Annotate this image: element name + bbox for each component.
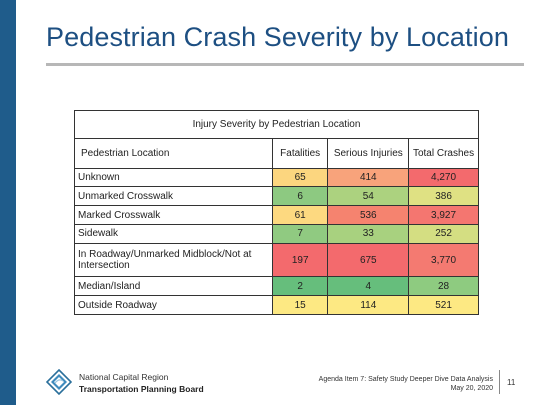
total-crashes-cell: 521 (408, 295, 479, 315)
slide-title: Pedestrian Crash Severity by Location (46, 22, 509, 52)
total-crashes-cell: 252 (408, 224, 479, 244)
table-row: Unknown 65 414 4,270 (74, 167, 479, 188)
location-cell: In Roadway/Unmarked Midblock/Not at Inte… (74, 242, 273, 278)
location-cell: Marked Crosswalk (74, 205, 273, 226)
serious-injuries-cell: 114 (327, 295, 410, 315)
location-cell: Outside Roadway (74, 295, 273, 315)
agenda-item-text: Agenda Item 7: Safety Study Deeper Dive … (318, 376, 493, 383)
table-row: Sidewalk 7 33 252 (74, 224, 479, 244)
agenda-date: May 20, 2020 (450, 385, 493, 392)
serious-injuries-cell: 33 (327, 224, 410, 244)
severity-table: Injury Severity by Pedestrian Location P… (74, 109, 479, 315)
fatalities-cell: 65 (271, 167, 329, 188)
table-row: Marked Crosswalk 61 536 3,927 (74, 205, 479, 226)
location-cell: Unknown (74, 167, 273, 188)
column-header-fatalities: Fatalities (271, 138, 329, 169)
org-name-line1: National Capital Region (79, 372, 169, 382)
table-row: In Roadway/Unmarked Midblock/Not at Inte… (74, 242, 479, 278)
fatalities-cell: 2 (271, 276, 329, 297)
diamond-logo-icon (46, 369, 72, 395)
page-number: 11 (507, 378, 516, 387)
table-body: Unknown 65 414 4,270 Unmarked Crosswalk 6 54 38… (74, 167, 479, 315)
location-cell: Median/Island (74, 276, 273, 297)
org-name-line2: Transportation Planning Board (79, 384, 204, 394)
fatalities-cell: 197 (271, 242, 329, 278)
column-header-location: Pedestrian Location (74, 138, 273, 169)
total-crashes-cell: 28 (408, 276, 479, 297)
table-row: Outside Roadway 15 114 521 (74, 295, 479, 315)
agenda-info: Agenda Item 7: Safety Study Deeper Dive … (319, 375, 493, 393)
location-cell: Unmarked Crosswalk (74, 186, 273, 207)
serious-injuries-cell: 536 (327, 205, 410, 226)
total-crashes-cell: 386 (408, 186, 479, 207)
column-header-serious-injuries: Serious Injuries (327, 138, 410, 169)
side-accent-bar (0, 0, 16, 405)
total-crashes-cell: 3,927 (408, 205, 479, 226)
fatalities-cell: 7 (271, 224, 329, 244)
serious-injuries-cell: 4 (327, 276, 410, 297)
table-row: Unmarked Crosswalk 6 54 386 (74, 186, 479, 207)
table-header-row: Pedestrian Location Fatalities Serious I… (74, 138, 479, 169)
location-cell: Sidewalk (74, 224, 273, 244)
table-row: Median/Island 2 4 28 (74, 276, 479, 297)
title-divider (46, 63, 524, 66)
table-caption: Injury Severity by Pedestrian Location (74, 109, 479, 140)
fatalities-cell: 6 (271, 186, 329, 207)
serious-injuries-cell: 54 (327, 186, 410, 207)
fatalities-cell: 61 (271, 205, 329, 226)
fatalities-cell: 15 (271, 295, 329, 315)
column-header-total-crashes: Total Crashes (408, 138, 479, 169)
total-crashes-cell: 4,270 (408, 167, 479, 188)
footer-separator (499, 370, 500, 394)
serious-injuries-cell: 675 (327, 242, 410, 278)
serious-injuries-cell: 414 (327, 167, 410, 188)
total-crashes-cell: 3,770 (408, 242, 479, 278)
